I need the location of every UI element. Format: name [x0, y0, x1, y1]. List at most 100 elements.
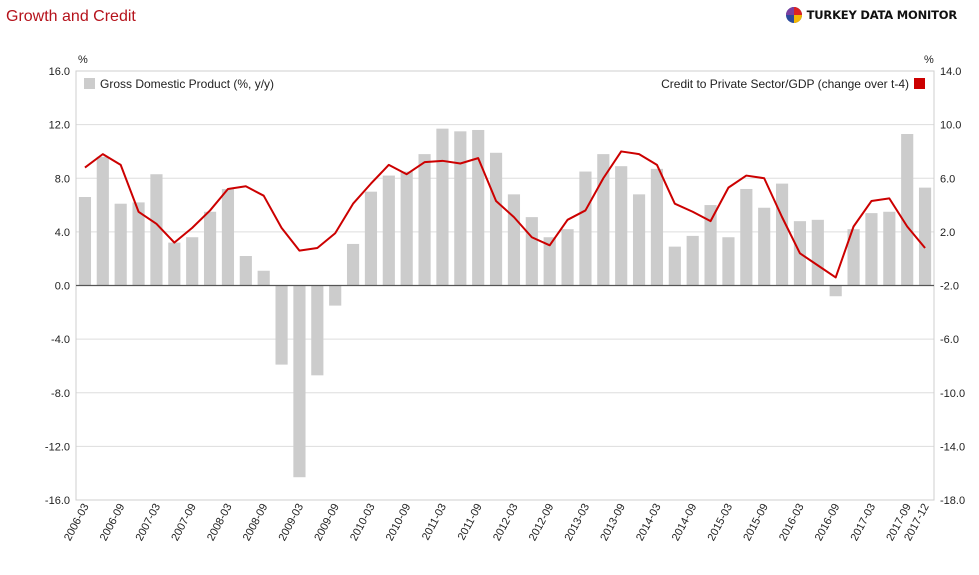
- legend-label-credit: Credit to Private Sector/GDP (change ove…: [661, 77, 909, 91]
- gdp-bar: [454, 131, 467, 286]
- gdp-bar: [186, 237, 199, 286]
- legend-label-gdp: Gross Domestic Product (%, y/y): [100, 77, 274, 91]
- right-tick-label: -2.0: [940, 281, 959, 293]
- gdp-bar: [686, 235, 699, 286]
- x-tick-label: 2017-03: [849, 502, 879, 543]
- x-tick-label: 2006-03: [62, 502, 92, 543]
- left-tick-label: 0.0: [55, 281, 70, 293]
- gdp-bar: [883, 211, 896, 286]
- x-tick-label: 2011-09: [456, 502, 485, 543]
- brand-logo: TURKEY DATA MONITOR: [785, 6, 957, 24]
- x-tick-label: 2007-03: [134, 502, 164, 543]
- x-tick-label: 2015-09: [741, 502, 771, 543]
- right-tick-label: -18.0: [940, 495, 965, 507]
- gdp-bar: [150, 174, 163, 286]
- left-tick-label: 12.0: [49, 120, 70, 132]
- x-tick-label: 2006-09: [98, 502, 128, 543]
- x-tick-label: 2016-03: [777, 502, 807, 543]
- legend-swatch-gdp: [84, 78, 95, 89]
- gdp-bar: [472, 129, 485, 286]
- left-tick-label: -16.0: [45, 495, 70, 507]
- gdp-bar: [275, 285, 288, 365]
- gdp-bar: [346, 243, 360, 286]
- right-tick-label: 10.0: [940, 120, 961, 132]
- gdp-bar: [96, 156, 109, 286]
- gdp-bar: [400, 171, 413, 286]
- gdp-bar: [507, 194, 521, 286]
- gdp-bar: [364, 191, 378, 286]
- x-tick-label: 2011-03: [420, 502, 449, 543]
- left-tick-label: 4.0: [55, 227, 70, 239]
- x-tick-label: 2008-03: [205, 502, 235, 543]
- x-tick-label: 2014-03: [634, 502, 664, 543]
- gdp-bar: [615, 166, 628, 286]
- globe-icon: [785, 7, 802, 23]
- gdp-bar: [543, 237, 556, 286]
- x-tick-label: 2012-09: [527, 502, 557, 543]
- right-tick-label: 14.0: [940, 66, 961, 78]
- gdp-bar: [418, 154, 431, 286]
- gdp-bar: [132, 202, 145, 286]
- brand-name: TURKEY DATA MONITOR: [806, 8, 958, 22]
- left-axis-unit: %: [78, 54, 88, 66]
- x-tick-label: 2009-03: [277, 502, 307, 543]
- left-tick-label: -12.0: [45, 441, 70, 453]
- gdp-bar: [775, 183, 789, 286]
- gdp-bar: [632, 194, 646, 286]
- gdp-bar: [579, 171, 592, 286]
- gdp-bar: [239, 256, 252, 286]
- right-tick-label: -14.0: [940, 441, 965, 453]
- gdp-bar: [293, 285, 306, 478]
- x-tick-label: 2014-09: [670, 502, 700, 543]
- gdp-bar: [78, 197, 92, 286]
- gdp-bar: [489, 152, 503, 286]
- gdp-bar: [918, 187, 932, 286]
- x-tick-label: 2015-03: [706, 502, 736, 543]
- gdp-bar: [722, 237, 735, 286]
- gdp-bar: [597, 154, 610, 286]
- x-tick-label: 2016-09: [813, 502, 843, 543]
- gdp-bar: [382, 175, 395, 286]
- right-tick-label: -6.0: [940, 334, 959, 346]
- gdp-bar: [525, 217, 538, 286]
- right-tick-label: -10.0: [940, 388, 965, 400]
- gdp-bar: [829, 285, 842, 297]
- gdp-bar: [114, 203, 127, 286]
- x-tick-label: 2013-09: [598, 502, 628, 543]
- credit-line: [84, 150, 926, 279]
- gdp-bar: [650, 168, 664, 286]
- gdp-bar: [203, 211, 217, 286]
- x-tick-label: 2008-09: [241, 502, 271, 543]
- left-tick-label: -4.0: [51, 334, 70, 346]
- gdp-bar: [704, 205, 717, 286]
- gdp-bar: [901, 134, 914, 286]
- x-tick-label: 2013-03: [563, 502, 593, 543]
- x-tick-label: 2010-09: [384, 502, 414, 543]
- gdp-bar: [740, 188, 753, 286]
- gdp-bar: [847, 229, 860, 286]
- gdp-bar: [221, 188, 235, 286]
- gdp-bar: [865, 213, 878, 286]
- x-tick-label: 2009-09: [312, 502, 342, 543]
- gdp-bar: [811, 219, 824, 286]
- gdp-bar: [168, 242, 181, 286]
- gdp-bar: [329, 285, 342, 306]
- x-tick-label: 2007-09: [169, 502, 199, 543]
- gdp-bar: [436, 128, 449, 286]
- left-tick-label: 8.0: [55, 173, 70, 185]
- x-tick-label: 2012-03: [491, 502, 521, 543]
- right-tick-label: 2.0: [940, 227, 955, 239]
- legend-swatch-credit: [914, 78, 925, 89]
- gdp-bar: [561, 229, 574, 286]
- gdp-bar: [668, 246, 681, 286]
- gdp-bar: [257, 270, 270, 286]
- gdp-bar: [311, 285, 324, 376]
- x-tick-label: 2010-03: [348, 502, 378, 543]
- left-tick-label: 16.0: [49, 66, 70, 78]
- right-axis-unit: %: [924, 54, 934, 66]
- chart-title: Growth and Credit: [6, 8, 136, 25]
- left-tick-label: -8.0: [51, 388, 70, 400]
- right-tick-label: 6.0: [940, 173, 955, 185]
